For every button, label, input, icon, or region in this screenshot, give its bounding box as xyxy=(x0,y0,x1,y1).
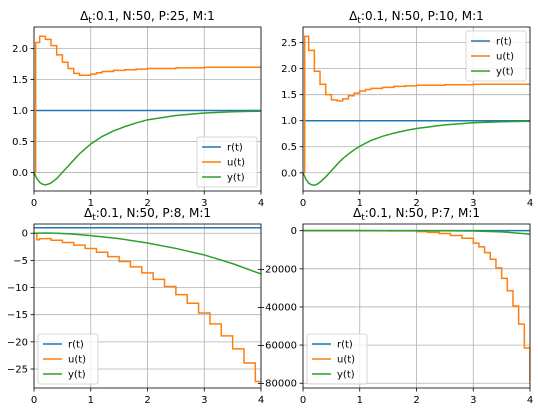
x-tick-label: 3 xyxy=(470,395,476,406)
title-subscript: t xyxy=(92,213,96,223)
subplot-3: 0 1 2 3 4 0 −5 −10 −15 −20 −25 Δt:0.1, N:50, P:8, M… xyxy=(7,206,264,406)
y-tick-label: −15 xyxy=(7,310,28,321)
x-tick-label: 2 xyxy=(413,198,419,209)
title-rest: :0.1, N:50, P:10, M:1 xyxy=(361,9,484,23)
series-group xyxy=(303,35,530,187)
y-tick-label: 0 xyxy=(22,229,28,240)
legend: r(t) u(t) y(t) xyxy=(37,333,99,385)
title-symbol: Δ xyxy=(349,9,358,23)
series-line-u xyxy=(303,229,530,382)
x-tick-label: 0 xyxy=(300,395,306,406)
subplot-2: 0 1 2 3 4 0.0 0.5 1.0 1.5 2.0 2.5 Δt:0.1, N:50, P:1… xyxy=(281,9,533,209)
x-tick-label: 2 xyxy=(144,198,150,209)
legend: r(t) u(t) y(t) xyxy=(306,333,368,385)
y-tick-label: −80000 xyxy=(257,379,297,390)
series-line-u xyxy=(34,232,261,383)
legend-label-r: r(t) xyxy=(227,143,243,154)
title-symbol: Δ xyxy=(84,206,93,220)
x-tick-label: 1 xyxy=(357,395,363,406)
y-tick-label: −25 xyxy=(7,364,28,375)
legend-box xyxy=(37,333,99,385)
series-line-y xyxy=(303,120,530,187)
y-tick-label: 1.0 xyxy=(281,116,297,127)
legend-label-r: r(t) xyxy=(496,37,512,48)
y-tick-label: −5 xyxy=(13,256,28,267)
title-symbol: Δ xyxy=(353,206,362,220)
x-tick-label: 3 xyxy=(201,198,207,209)
subplot-1: 0 1 2 3 4 0.0 0.5 1.0 1.5 2.0 Δt:0.1, N:50, P:25, … xyxy=(12,9,264,209)
x-tick-label: 0 xyxy=(300,198,306,209)
legend-label-y: y(t) xyxy=(227,173,245,184)
title-subscript: t xyxy=(361,213,365,223)
y-tick-label: 1.0 xyxy=(12,106,28,117)
x-tick-label: 0 xyxy=(31,395,37,406)
legend-label-r: r(t) xyxy=(337,340,353,351)
legend-label-y: y(t) xyxy=(68,370,86,381)
x-tick-label: 4 xyxy=(258,198,264,209)
y-tick-label: −10 xyxy=(7,283,28,294)
legend-label-u: u(t) xyxy=(68,355,86,366)
subplot-title: Δt:0.1, N:50, P:25, M:1 xyxy=(80,9,215,26)
y-tick-label: 0 xyxy=(291,226,297,237)
y-tick-label: −60000 xyxy=(257,341,297,352)
y-tick-label: 2.5 xyxy=(281,38,297,49)
legend: r(t) u(t) y(t) xyxy=(465,30,527,82)
x-tick-label: 4 xyxy=(527,198,533,209)
subplot-title: Δt:0.1, N:50, P:8, M:1 xyxy=(84,206,211,223)
legend: r(t) u(t) y(t) xyxy=(196,136,258,188)
y-tick-label: −20000 xyxy=(257,264,297,275)
title-subscript: t xyxy=(88,16,92,26)
x-tick-label: 1 xyxy=(88,395,94,406)
x-tick-label: 4 xyxy=(258,395,264,406)
series-line-y xyxy=(34,110,261,186)
title-subscript: t xyxy=(357,16,361,26)
y-tick-label: 0.0 xyxy=(281,168,297,179)
y-tick-label: 0.5 xyxy=(281,142,297,153)
series-group xyxy=(303,229,530,382)
title-rest: :0.1, N:50, P:7, M:1 xyxy=(365,206,480,220)
legend-label-y: y(t) xyxy=(337,370,355,381)
series-line-u xyxy=(34,35,261,174)
legend-box xyxy=(465,30,527,82)
x-tick-label: 3 xyxy=(470,198,476,209)
y-tick-label: 0.5 xyxy=(12,137,28,148)
y-tick-label: −40000 xyxy=(257,302,297,313)
series-line-y xyxy=(303,229,530,235)
y-tick-label: 2.0 xyxy=(281,64,297,75)
series-group xyxy=(34,227,261,383)
legend-label-r: r(t) xyxy=(68,340,84,351)
x-tick-label: 1 xyxy=(88,198,94,209)
title-rest: :0.1, N:50, P:8, M:1 xyxy=(96,206,211,220)
y-tick-label: 1.5 xyxy=(12,75,28,86)
legend-label-u: u(t) xyxy=(337,355,355,366)
legend-label-u: u(t) xyxy=(496,52,514,63)
y-tick-label: 1.5 xyxy=(281,90,297,101)
legend-box xyxy=(196,136,258,188)
y-tick-label: 0.0 xyxy=(12,168,28,179)
x-tick-label: 3 xyxy=(201,395,207,406)
title-symbol: Δ xyxy=(80,9,89,23)
x-tick-label: 4 xyxy=(527,395,533,406)
y-tick-label: 2.0 xyxy=(12,44,28,55)
legend-label-u: u(t) xyxy=(227,158,245,169)
legend-label-y: y(t) xyxy=(496,67,514,78)
y-tick-label: −20 xyxy=(7,337,28,348)
series-line-y xyxy=(34,232,261,275)
series-group xyxy=(34,35,261,186)
legend-box xyxy=(306,333,368,385)
x-tick-label: 0 xyxy=(31,198,37,209)
title-rest: :0.1, N:50, P:25, M:1 xyxy=(92,9,215,23)
subplot-title: Δt:0.1, N:50, P:10, M:1 xyxy=(349,9,484,26)
x-tick-label: 2 xyxy=(413,395,419,406)
subplot-4: 0 1 2 3 4 0 −20000 −40000 −60000 −80000 Δt:0.1, N:… xyxy=(257,206,533,406)
subplot-title: Δt:0.1, N:50, P:7, M:1 xyxy=(353,206,480,223)
series-line-u xyxy=(303,35,530,174)
x-tick-label: 2 xyxy=(144,395,150,406)
x-tick-label: 1 xyxy=(357,198,363,209)
